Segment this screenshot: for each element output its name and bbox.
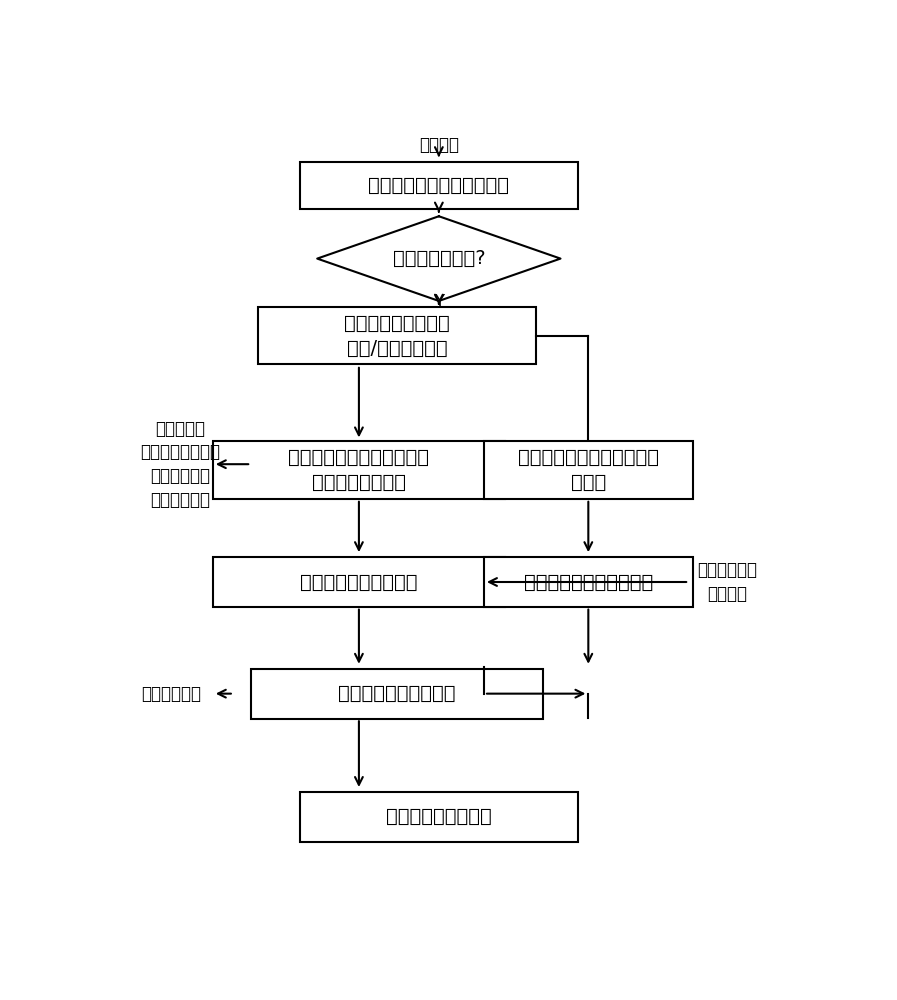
Polygon shape xyxy=(318,216,561,301)
Text: 光伏阵列排布方式和占地面
积估算: 光伏阵列排布方式和占地面 积估算 xyxy=(518,448,658,492)
Text: 风光资源可开发?: 风光资源可开发? xyxy=(393,249,485,268)
Text: Y: Y xyxy=(434,293,444,311)
Bar xyxy=(300,792,578,842)
Text: 计算风电场的阴影分布: 计算风电场的阴影分布 xyxy=(300,572,418,591)
Text: 选址结果校验和调整: 选址结果校验和调整 xyxy=(386,807,492,826)
Bar xyxy=(258,307,536,364)
Bar xyxy=(213,557,505,607)
Text: 区域风能和太阳能资源分析: 区域风能和太阳能资源分析 xyxy=(369,176,509,195)
Bar xyxy=(251,669,544,719)
Text: 场址风能资源精细化分析和
风电机组微观选址: 场址风能资源精细化分析和 风电机组微观选址 xyxy=(289,448,430,492)
Text: 场址地形条件: 场址地形条件 xyxy=(141,685,201,703)
Bar xyxy=(484,441,692,499)
Bar xyxy=(213,441,505,499)
Text: 光伏组件参数
约束条件: 光伏组件参数 约束条件 xyxy=(697,561,757,603)
Text: 确定光伏阵列尺寸及数目: 确定光伏阵列尺寸及数目 xyxy=(524,572,653,591)
Bar xyxy=(484,557,692,607)
Bar xyxy=(300,162,578,209)
Text: 实测风数据
场址地形地貌数据
风电机组参数
约束限定条件: 实测风数据 场址地形地貌数据 风电机组参数 约束限定条件 xyxy=(140,420,221,509)
Text: 确定光伏阵列安装位置: 确定光伏阵列安装位置 xyxy=(338,684,456,703)
Text: 输入数据: 输入数据 xyxy=(419,136,459,154)
Text: 确定电站场址范围和
风电/光伏装机容量: 确定电站场址范围和 风电/光伏装机容量 xyxy=(344,314,450,358)
